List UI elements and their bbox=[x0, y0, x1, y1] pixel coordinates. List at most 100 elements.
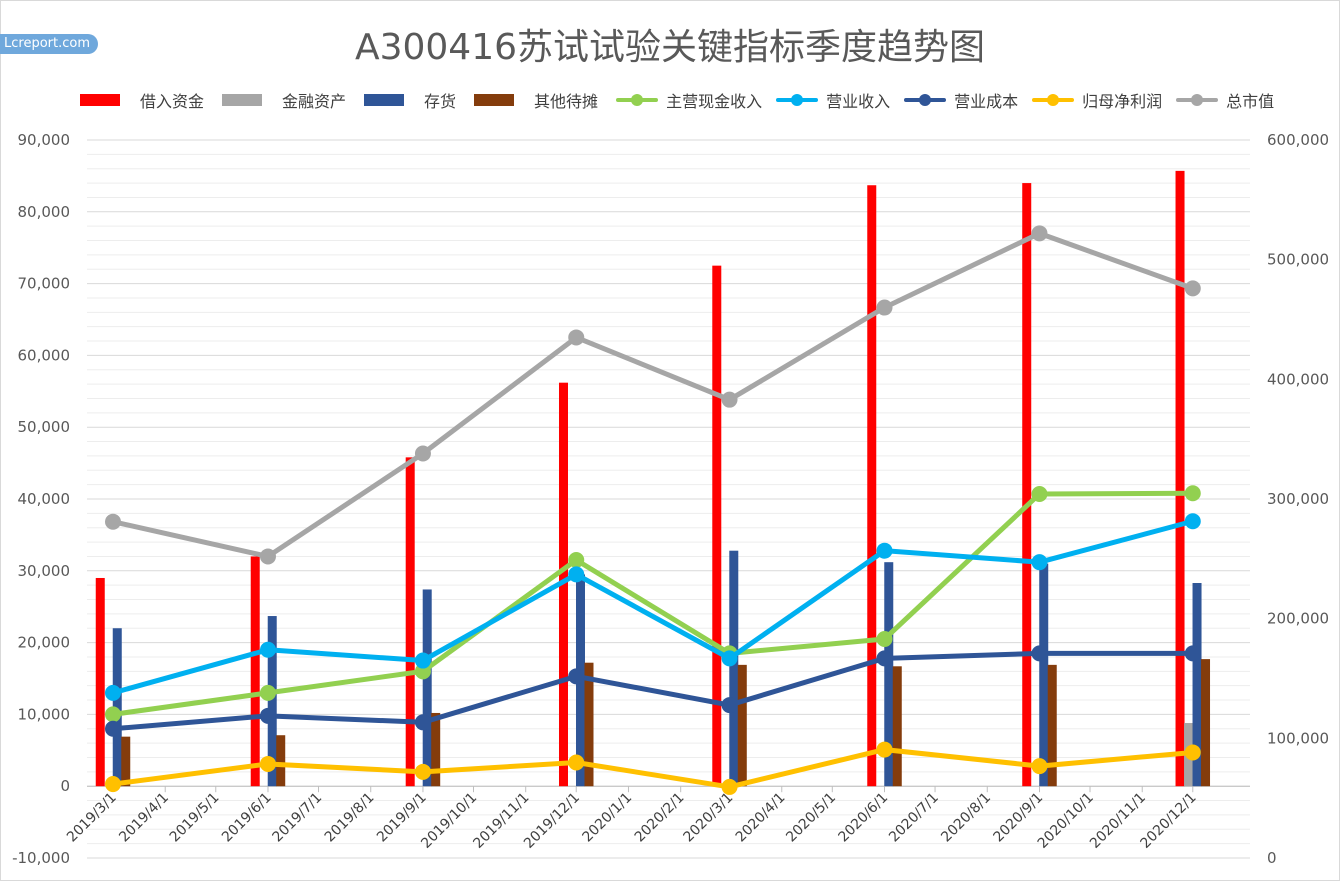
right-axis-tick: 0 bbox=[1267, 849, 1277, 867]
point-总市值 bbox=[259, 548, 276, 565]
point-主营现金收入 bbox=[568, 552, 585, 569]
point-总市值 bbox=[105, 513, 121, 530]
line-营业收入 bbox=[110, 518, 1196, 696]
bar-其他待摊 bbox=[1047, 664, 1057, 787]
bar-借入资金 bbox=[1175, 170, 1185, 787]
x-axis-tick: 2020/3/1 bbox=[681, 790, 737, 846]
point-营业收入 bbox=[105, 684, 121, 701]
x-axis-tick: 2020/2/1 bbox=[632, 790, 688, 846]
left-axis-tick: -10,000 bbox=[12, 849, 70, 867]
legend-label: 借入资金 bbox=[140, 92, 205, 111]
legend-label: 主营现金收入 bbox=[666, 92, 763, 111]
x-axis-tick: 2020/4/1 bbox=[733, 790, 789, 846]
bar-借入资金 bbox=[558, 382, 568, 787]
legend-item: 其他待摊 bbox=[474, 88, 602, 112]
chart-title: A300416苏试试验关键指标季度趋势图 bbox=[354, 27, 986, 68]
point-主营现金收入 bbox=[876, 631, 893, 648]
legend-swatch bbox=[80, 94, 120, 106]
bar-其他待摊 bbox=[1201, 659, 1211, 787]
right-axis-tick: 600,000 bbox=[1267, 131, 1329, 149]
bar-借入资金 bbox=[867, 185, 877, 787]
watermark: Lcreport.com bbox=[0, 34, 98, 54]
legend-label: 其他待摊 bbox=[534, 92, 599, 111]
legend-label: 营业收入 bbox=[826, 92, 891, 111]
point-归母净利润 bbox=[1184, 744, 1201, 761]
x-axis-tick: 2020/5/1 bbox=[783, 790, 839, 846]
x-axis-tick: 2019/7/1 bbox=[270, 790, 326, 846]
point-营业成本 bbox=[568, 668, 585, 685]
right-axis-tick: 100,000 bbox=[1267, 729, 1329, 747]
right-axis-tick: 500,000 bbox=[1267, 251, 1329, 269]
point-总市值 bbox=[414, 445, 431, 462]
x-axis-tick: 2020/7/1 bbox=[886, 790, 942, 846]
left-axis-tick: 10,000 bbox=[18, 705, 71, 723]
left-axis-tick: 30,000 bbox=[18, 562, 71, 580]
left-axis-tick: 0 bbox=[60, 777, 70, 795]
left-axis-tick: 40,000 bbox=[18, 490, 71, 508]
legend-item: 主营现金收入 bbox=[616, 88, 762, 112]
legend-swatch bbox=[1032, 93, 1075, 107]
legend-swatch bbox=[1176, 93, 1219, 107]
left-axis-tick: 90,000 bbox=[18, 131, 71, 149]
legend-swatch bbox=[904, 93, 947, 107]
x-axis-tick: 2019/4/1 bbox=[116, 790, 172, 846]
right-axis-tick: 200,000 bbox=[1267, 610, 1329, 628]
left-axis-tick: 80,000 bbox=[18, 203, 71, 221]
point-营业成本 bbox=[414, 714, 431, 731]
point-营业收入 bbox=[1184, 513, 1201, 530]
bar-其他待摊 bbox=[431, 712, 441, 787]
legend-swatch bbox=[474, 94, 515, 106]
bar-存货 bbox=[1039, 563, 1049, 787]
left-axis-tick: 50,000 bbox=[18, 418, 71, 436]
line-主营现金收入 bbox=[110, 490, 1196, 717]
point-主营现金收入 bbox=[259, 684, 276, 701]
bar-存货 bbox=[422, 589, 432, 787]
bar-借入资金 bbox=[1022, 183, 1032, 787]
point-营业成本 bbox=[105, 720, 121, 737]
bar-其他待摊 bbox=[892, 666, 902, 787]
x-axis-tick: 2019/3/1 bbox=[64, 790, 120, 846]
bar-存货 bbox=[267, 616, 277, 787]
legend-item: 金融资产 bbox=[222, 88, 350, 112]
bar-其他待摊 bbox=[584, 662, 594, 787]
legend-label: 营业成本 bbox=[954, 92, 1019, 111]
legend-label: 金融资产 bbox=[282, 92, 347, 111]
legend-item: 营业成本 bbox=[904, 88, 1018, 112]
x-axis-tick: 2019/6/1 bbox=[219, 790, 275, 846]
point-营业收入 bbox=[876, 542, 893, 559]
point-归母净利润 bbox=[414, 763, 431, 780]
point-营业收入 bbox=[1031, 554, 1048, 571]
legend: 借入资金 金融资产 存货 其他待摊 主营现金收入 营业收入 营业成本 归母净利润 总市值 bbox=[80, 88, 1288, 112]
x-axis-tick: 2019/5/1 bbox=[167, 790, 223, 846]
bar-借入资金 bbox=[712, 265, 722, 787]
bar-存货 bbox=[1192, 583, 1202, 787]
point-营业成本 bbox=[1031, 645, 1048, 662]
x-axis-tick: 2020/6/1 bbox=[836, 790, 892, 846]
legend-swatch bbox=[776, 93, 819, 107]
left-axis-tick: 20,000 bbox=[18, 634, 71, 652]
point-营业成本 bbox=[721, 697, 738, 714]
point-归母净利润 bbox=[568, 754, 585, 771]
bar-其他待摊 bbox=[737, 664, 747, 787]
point-归母净利润 bbox=[105, 776, 121, 793]
right-axis-tick: 400,000 bbox=[1267, 370, 1329, 388]
bar-借入资金 bbox=[250, 556, 260, 787]
point-营业成本 bbox=[876, 650, 893, 667]
legend-item: 借入资金 bbox=[80, 88, 208, 112]
legend-swatch bbox=[222, 94, 263, 106]
point-营业成本 bbox=[1184, 645, 1201, 662]
left-axis-tick: 60,000 bbox=[18, 346, 71, 364]
legend-item: 归母净利润 bbox=[1032, 88, 1162, 112]
point-总市值 bbox=[1184, 280, 1201, 297]
x-axis-tick: 2020/1/1 bbox=[580, 790, 636, 846]
point-总市值 bbox=[1031, 225, 1048, 242]
point-营业收入 bbox=[259, 641, 276, 658]
left-axis-tick: 70,000 bbox=[18, 275, 71, 293]
line-归母净利润 bbox=[110, 747, 1196, 790]
legend-label: 存货 bbox=[424, 92, 457, 111]
legend-label: 总市值 bbox=[1226, 92, 1275, 111]
point-主营现金收入 bbox=[105, 706, 121, 723]
legend-label: 归母净利润 bbox=[1082, 92, 1163, 111]
point-主营现金收入 bbox=[1031, 485, 1048, 502]
